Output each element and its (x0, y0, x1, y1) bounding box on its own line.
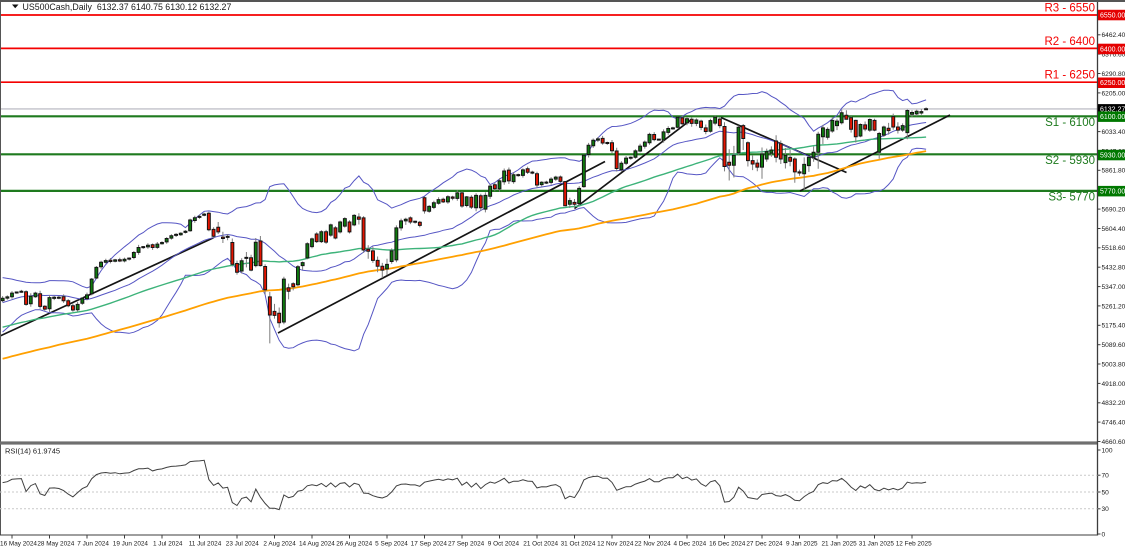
svg-text:4918.00: 4918.00 (1102, 381, 1125, 388)
svg-text:R2 - 6400: R2 - 6400 (1044, 36, 1095, 48)
svg-text:6400.00: 6400.00 (1100, 46, 1125, 53)
svg-text:5770.00: 5770.00 (1100, 189, 1125, 196)
svg-text:5003.80: 5003.80 (1102, 361, 1125, 368)
svg-text:70: 70 (1102, 473, 1110, 480)
svg-text:4832.20: 4832.20 (1102, 400, 1125, 407)
svg-text:US500Cash,Daily 6132.37 6140.: US500Cash,Daily 6132.37 6140.75 6130.12 … (23, 2, 232, 12)
svg-text:31 Jan 2025: 31 Jan 2025 (859, 541, 895, 548)
svg-text:4746.40: 4746.40 (1102, 420, 1125, 427)
svg-text:5518.60: 5518.60 (1102, 245, 1125, 252)
svg-text:14 Aug 2024: 14 Aug 2024 (299, 541, 335, 548)
svg-text:12 Nov 2024: 12 Nov 2024 (597, 541, 634, 548)
svg-text:22 Nov 2024: 22 Nov 2024 (634, 541, 671, 548)
svg-text:31 Oct 2024: 31 Oct 2024 (561, 541, 596, 548)
svg-text:5089.60: 5089.60 (1102, 342, 1125, 349)
svg-text:6462.40: 6462.40 (1102, 32, 1125, 39)
svg-text:6250.00: 6250.00 (1100, 80, 1125, 87)
svg-text:RSI(14) 61.9745: RSI(14) 61.9745 (5, 447, 60, 456)
svg-text:23 Jul 2024: 23 Jul 2024 (226, 541, 259, 548)
svg-text:21 Jan 2025: 21 Jan 2025 (822, 541, 858, 548)
svg-text:16 May 2024: 16 May 2024 (0, 541, 37, 548)
svg-text:5432.80: 5432.80 (1102, 265, 1125, 272)
svg-text:6205.00: 6205.00 (1102, 90, 1125, 97)
svg-text:5347.00: 5347.00 (1102, 284, 1125, 291)
svg-text:0: 0 (1102, 531, 1106, 538)
svg-text:5604.40: 5604.40 (1102, 226, 1125, 233)
svg-text:7 Jun 2024: 7 Jun 2024 (77, 541, 109, 548)
svg-text:11 Jul 2024: 11 Jul 2024 (189, 541, 222, 548)
svg-text:R1 - 6250: R1 - 6250 (1044, 70, 1095, 82)
svg-text:9 Oct 2024: 9 Oct 2024 (488, 541, 520, 548)
svg-text:26 Aug 2024: 26 Aug 2024 (336, 541, 372, 548)
svg-text:5 Sep 2024: 5 Sep 2024 (375, 541, 408, 548)
svg-text:R3 - 6550: R3 - 6550 (1044, 3, 1095, 15)
svg-text:4 Dec 2024: 4 Dec 2024 (674, 541, 707, 548)
svg-text:16 Dec 2024: 16 Dec 2024 (709, 541, 746, 548)
svg-text:12 Feb 2025: 12 Feb 2025 (896, 541, 932, 548)
svg-text:27 Sep 2024: 27 Sep 2024 (448, 541, 485, 548)
svg-text:4660.60: 4660.60 (1102, 439, 1125, 446)
svg-text:9 Jan 2025: 9 Jan 2025 (786, 541, 818, 548)
svg-text:1 Jul 2024: 1 Jul 2024 (153, 541, 183, 548)
svg-text:6132.27: 6132.27 (1100, 107, 1125, 114)
svg-text:5175.40: 5175.40 (1102, 323, 1125, 330)
svg-text:2 Aug 2024: 2 Aug 2024 (263, 541, 296, 548)
svg-text:S2 - 5930: S2 - 5930 (1045, 155, 1095, 167)
svg-text:S3- 5770: S3- 5770 (1048, 191, 1095, 203)
svg-text:5861.80: 5861.80 (1102, 168, 1125, 175)
svg-text:6033.40: 6033.40 (1102, 129, 1125, 136)
svg-text:6290.80: 6290.80 (1102, 71, 1125, 78)
svg-text:28 May 2024: 28 May 2024 (37, 541, 74, 548)
svg-text:5261.20: 5261.20 (1102, 303, 1125, 310)
svg-text:S1 - 6100: S1 - 6100 (1045, 117, 1095, 129)
svg-text:100: 100 (1102, 447, 1113, 454)
svg-text:5930.00: 5930.00 (1100, 152, 1125, 159)
svg-text:21 Oct 2024: 21 Oct 2024 (523, 541, 558, 548)
svg-text:50: 50 (1102, 489, 1110, 496)
svg-text:19 Jun 2024: 19 Jun 2024 (113, 541, 149, 548)
svg-text:6550.00: 6550.00 (1100, 12, 1125, 19)
svg-text:27 Dec 2024: 27 Dec 2024 (746, 541, 783, 548)
svg-text:17 Sep 2024: 17 Sep 2024 (411, 541, 448, 548)
svg-text:30: 30 (1102, 506, 1110, 513)
svg-text:6376.60: 6376.60 (1102, 52, 1125, 59)
svg-text:5690.20: 5690.20 (1102, 207, 1125, 214)
svg-text:6100.00: 6100.00 (1100, 114, 1125, 121)
